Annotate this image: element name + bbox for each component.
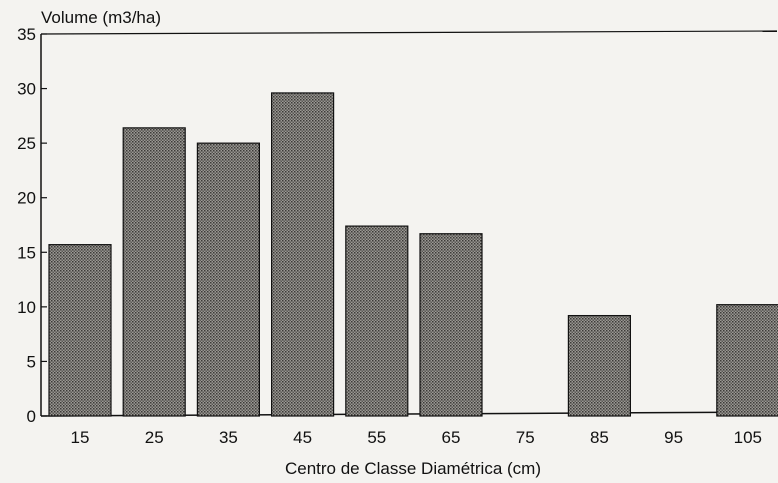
x-tick-label: 15 bbox=[71, 428, 90, 447]
y-tick-label: 30 bbox=[17, 80, 36, 99]
bar bbox=[716, 304, 778, 417]
y-tick-label: 0 bbox=[27, 407, 36, 426]
y-tick-label: 5 bbox=[27, 352, 36, 371]
y-tick-label: 35 bbox=[17, 25, 36, 44]
bar bbox=[122, 127, 186, 417]
y-tick-label: 15 bbox=[17, 243, 36, 262]
x-tick-label: 65 bbox=[442, 428, 461, 447]
x-tick-label: 25 bbox=[145, 428, 164, 447]
bar bbox=[419, 233, 483, 417]
x-tick-label: 45 bbox=[293, 428, 312, 447]
x-tick-label: 35 bbox=[219, 428, 238, 447]
x-tick-label: 95 bbox=[664, 428, 683, 447]
x-tick-label: 55 bbox=[367, 428, 386, 447]
top-frame-line bbox=[40, 30, 778, 35]
x-axis-title: Centro de Classe Diamétrica (cm) bbox=[285, 459, 541, 478]
bar bbox=[271, 92, 335, 417]
y-tick-label: 20 bbox=[17, 189, 36, 208]
x-tick-label: 75 bbox=[516, 428, 535, 447]
y-axis-title: Volume (m3/ha) bbox=[41, 8, 161, 27]
bar bbox=[567, 314, 632, 417]
y-tick-label: 10 bbox=[17, 298, 36, 317]
x-tick-label: 85 bbox=[590, 428, 609, 447]
y-tick-label: 25 bbox=[17, 134, 36, 153]
bar bbox=[345, 225, 409, 417]
bar bbox=[48, 244, 112, 417]
bar bbox=[196, 142, 260, 417]
x-tick-label: 105 bbox=[734, 428, 762, 447]
